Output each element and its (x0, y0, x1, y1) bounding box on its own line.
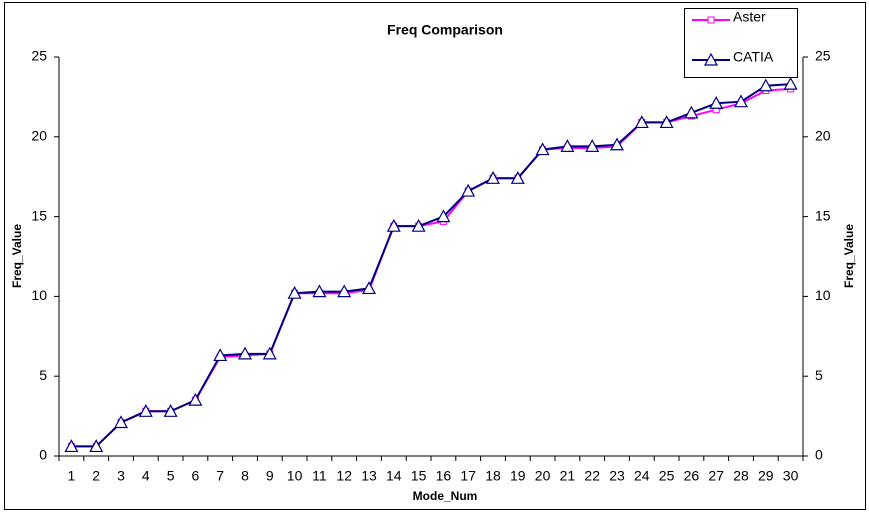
marker (758, 78, 773, 92)
marker (163, 404, 178, 417)
marker (287, 285, 302, 299)
x-tick-label: 9 (266, 468, 274, 484)
y2-tick-label: 10 (815, 287, 831, 303)
x-tick-label: 14 (386, 468, 402, 484)
x-tick-label: 20 (535, 468, 551, 484)
marker (585, 139, 600, 152)
marker (89, 439, 104, 453)
x-tick-label: 7 (216, 468, 224, 484)
y-axis-label: Freq_Value (10, 224, 24, 288)
chart-border (4, 2, 866, 510)
marker (634, 115, 649, 129)
x-tick-label: 2 (92, 468, 100, 484)
x-tick-label: 28 (733, 468, 749, 484)
marker (783, 76, 798, 90)
marker (188, 392, 203, 406)
legend-label: Aster (733, 9, 766, 25)
x-tick-label: 21 (560, 468, 576, 484)
x-tick-label: 10 (287, 468, 303, 484)
y2-tick-label: 0 (815, 447, 823, 463)
marker (237, 346, 253, 360)
x-tick-label: 27 (708, 468, 724, 484)
marker (113, 415, 129, 429)
y-tick-label: 10 (31, 287, 47, 303)
marker (386, 218, 401, 232)
marker (213, 348, 228, 362)
y2-axis-label: Freq_Value (842, 224, 856, 288)
y-tick-label: 0 (39, 447, 47, 463)
x-tick-label: 1 (68, 468, 76, 484)
x-tick-label: 18 (485, 468, 501, 484)
marker (510, 171, 525, 184)
marker (64, 439, 79, 453)
marker (138, 404, 153, 417)
y-tick-label: 15 (31, 207, 47, 223)
x-tick-label: 11 (312, 468, 327, 484)
x-tick-label: 26 (684, 468, 700, 484)
marker (733, 94, 749, 108)
x-tick-label: 25 (659, 468, 675, 484)
marker (312, 284, 327, 298)
marker (436, 209, 451, 223)
x-tick-label: 12 (336, 468, 352, 484)
y2-tick-label: 25 (815, 48, 831, 64)
marker (659, 115, 674, 129)
marker (411, 218, 426, 232)
x-tick-label: 29 (758, 468, 774, 484)
x-tick-label: 3 (117, 468, 125, 484)
legend-label: CATIA (733, 49, 774, 65)
x-tick-label: 24 (634, 468, 650, 484)
y-tick-label: 5 (39, 367, 47, 383)
y2-tick-label: 15 (815, 207, 831, 223)
x-tick-label: 22 (584, 468, 600, 484)
marker (703, 52, 719, 66)
marker (535, 142, 550, 156)
x-tick-label: 13 (361, 468, 377, 484)
marker (684, 105, 699, 119)
marker (262, 346, 277, 360)
x-tick-label: 30 (783, 468, 799, 484)
y2-tick-label: 5 (815, 367, 823, 383)
x-tick-label: 16 (436, 468, 452, 484)
marker (560, 139, 575, 152)
x-tick-label: 15 (411, 468, 427, 484)
x-tick-label: 23 (609, 468, 625, 484)
x-tick-label: 5 (167, 468, 175, 484)
y-tick-label: 25 (31, 48, 47, 64)
marker (461, 183, 476, 197)
marker (485, 171, 501, 184)
marker (709, 96, 724, 109)
marker (707, 16, 715, 24)
y-tick-label: 20 (31, 128, 47, 144)
chart-title: Freq Comparison (387, 22, 503, 38)
marker (337, 284, 352, 298)
marker (609, 137, 625, 151)
x-tick-label: 17 (460, 468, 476, 484)
x-tick-label: 6 (192, 468, 200, 484)
x-tick-label: 19 (510, 468, 526, 484)
marker (361, 281, 377, 295)
x-tick-label: 4 (142, 468, 150, 484)
x-axis-label: Mode_Num (413, 489, 478, 503)
y2-tick-label: 20 (815, 128, 831, 144)
x-tick-label: 8 (241, 468, 249, 484)
